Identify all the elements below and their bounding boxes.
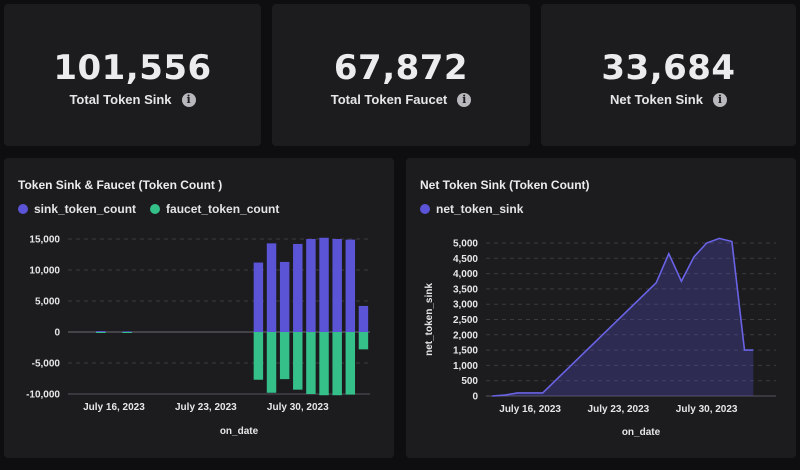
chart-title: Net Token Sink (Token Count) bbox=[420, 178, 590, 192]
net-sink-chart-card: Net Token Sink (Token Count) net_token_s… bbox=[406, 158, 796, 458]
kpi-card-total-faucet: 67,872 Total Token Faucet i bbox=[272, 4, 530, 146]
chart-title: Token Sink & Faucet (Token Count ) bbox=[18, 178, 223, 192]
faucet-bar bbox=[293, 332, 303, 390]
sink-bar bbox=[345, 239, 356, 332]
y-tick-label: -5,000 bbox=[32, 359, 61, 370]
x-tick-label: July 23, 2023 bbox=[588, 404, 650, 415]
kpi-label-row: Net Token Sink i bbox=[541, 92, 796, 107]
y-tick-label: 3,500 bbox=[453, 284, 478, 295]
y-tick-label: 2,500 bbox=[453, 315, 478, 326]
sink-bar bbox=[306, 239, 316, 332]
x-axis-label: on_date bbox=[220, 426, 259, 437]
faucet-bar bbox=[96, 332, 106, 333]
legend-dot-net bbox=[420, 204, 430, 214]
y-tick-label: 5,000 bbox=[453, 239, 478, 250]
kpi-label: Total Token Sink bbox=[69, 92, 172, 107]
legend-item-net[interactable]: net_token_sink bbox=[420, 202, 523, 216]
sink-bar bbox=[253, 262, 264, 332]
faucet-bar bbox=[358, 332, 369, 350]
sink-bar bbox=[279, 261, 290, 332]
y-axis-label: net_token_sink bbox=[424, 283, 435, 356]
legend-label: faucet_token_count bbox=[166, 202, 280, 216]
faucet-bar bbox=[306, 332, 316, 394]
y-tick-label: 0 bbox=[54, 328, 60, 339]
sink-faucet-plot[interactable]: 15,000 10,000 5,000 0 -5,000 -10,000 July 16, … bbox=[4, 158, 394, 458]
y-tick-label: 1,000 bbox=[453, 361, 478, 372]
sink-bar bbox=[358, 305, 369, 332]
legend-item-faucet[interactable]: faucet_token_count bbox=[150, 202, 279, 216]
y-tick-label: 4,500 bbox=[453, 254, 478, 265]
info-icon[interactable]: i bbox=[181, 92, 196, 107]
sink-bar bbox=[293, 243, 303, 332]
sink-bar bbox=[266, 243, 277, 332]
kpi-label-row: Total Token Sink i bbox=[4, 92, 261, 107]
kpi-value: 67,872 bbox=[333, 48, 469, 88]
y-tick-label: -10,000 bbox=[26, 390, 60, 401]
info-icon[interactable]: i bbox=[457, 92, 472, 107]
faucet-bar bbox=[266, 332, 277, 393]
kpi-card-net-sink: 33,684 Net Token Sink i bbox=[541, 4, 796, 146]
net-sink-line bbox=[492, 237, 754, 397]
faucet-bar bbox=[253, 332, 264, 380]
faucet-bar bbox=[319, 332, 329, 396]
info-icon[interactable]: i bbox=[712, 92, 727, 107]
kpi-label-row: Total Token Faucet i bbox=[272, 92, 530, 107]
y-tick-label: 1,500 bbox=[453, 346, 478, 357]
kpi-card-total-sink: 101,556 Total Token Sink i bbox=[4, 4, 261, 146]
legend-dot-faucet bbox=[150, 204, 161, 214]
y-tick-label: 3,000 bbox=[453, 300, 478, 311]
kpi-value: 33,684 bbox=[601, 48, 736, 88]
y-tick-label: 10,000 bbox=[29, 266, 60, 277]
sink-bar bbox=[319, 237, 329, 332]
y-tick-label: 15,000 bbox=[29, 235, 60, 246]
y-tick-label: 4,000 bbox=[453, 269, 478, 280]
x-tick-label: July 16, 2023 bbox=[499, 404, 561, 415]
faucet-bar bbox=[332, 332, 342, 396]
x-tick-label: July 23, 2023 bbox=[175, 402, 237, 413]
sink-bar bbox=[122, 331, 132, 333]
kpi-value: 101,556 bbox=[53, 48, 212, 88]
faucet-bar bbox=[122, 332, 132, 333]
legend-label: net_token_sink bbox=[436, 202, 524, 216]
x-tick-label: July 16, 2023 bbox=[83, 402, 145, 413]
legend-label: sink_token_count bbox=[34, 202, 137, 216]
x-tick-label: July 30, 2023 bbox=[676, 404, 738, 415]
faucet-bar bbox=[345, 332, 356, 395]
x-axis-label: on_date bbox=[622, 427, 661, 438]
sink-bar bbox=[332, 239, 342, 332]
kpi-label: Net Token Sink bbox=[610, 92, 703, 107]
faucet-bar bbox=[279, 332, 290, 380]
sink-faucet-chart-card: Token Sink & Faucet (Token Count ) sink_… bbox=[4, 158, 394, 458]
y-tick-label: 0 bbox=[472, 392, 478, 403]
net-sink-plot[interactable]: 5,000 4,500 4,000 3,500 3,000 2,500 2,000 1,500… bbox=[406, 158, 796, 458]
kpi-label: Total Token Faucet bbox=[330, 92, 448, 107]
y-tick-label: 2,000 bbox=[453, 330, 478, 341]
legend-dot-sink bbox=[18, 204, 28, 214]
chart-legend: sink_token_count faucet_token_count bbox=[18, 202, 279, 216]
y-tick-label: 500 bbox=[461, 376, 478, 387]
y-tick-label: 5,000 bbox=[35, 297, 60, 308]
chart-legend: net_token_sink bbox=[420, 202, 523, 216]
net-sink-area bbox=[492, 238, 754, 396]
sink-bar bbox=[96, 331, 106, 333]
x-tick-label: July 30, 2023 bbox=[267, 402, 329, 413]
legend-item-sink[interactable]: sink_token_count bbox=[18, 202, 136, 216]
